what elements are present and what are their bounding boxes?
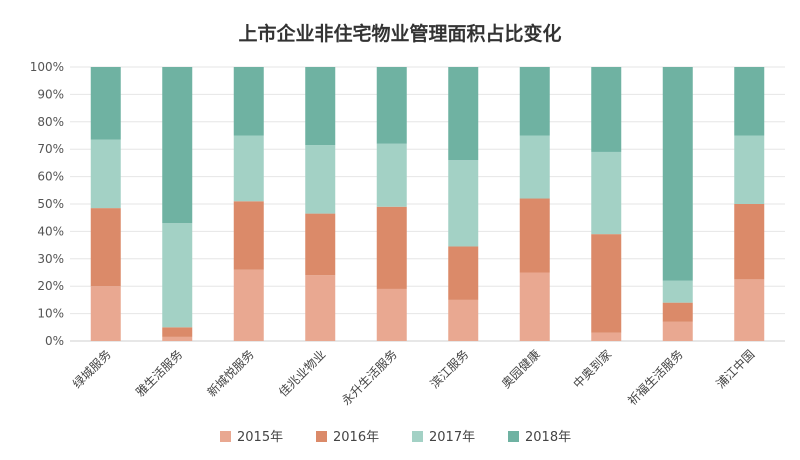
y-tick-label: 40% <box>37 224 64 238</box>
bar-segment <box>90 286 121 341</box>
bar-segment <box>233 269 264 341</box>
y-axis: 0% 10% 20% 30% 40% 50% 60% 70% 80% 90% 100% <box>30 60 64 348</box>
bar-segment <box>662 321 693 341</box>
legend-label: 2015年 <box>237 430 283 445</box>
x-tick-label: 绿城服务 <box>69 347 114 392</box>
bar-stack <box>90 67 121 341</box>
bar-segment <box>233 67 264 136</box>
y-tick-label: 70% <box>37 142 64 156</box>
bar-segment <box>519 272 550 341</box>
y-tick-label: 0% <box>45 334 64 348</box>
bar-segment <box>591 332 622 341</box>
legend-item: 2015年 <box>220 430 283 445</box>
x-tick-label: 奥园健康 <box>498 347 543 392</box>
bar-segment <box>591 67 622 152</box>
bar-segment <box>305 145 336 214</box>
y-tick-label: 20% <box>37 279 64 293</box>
bar-segment <box>233 135 264 202</box>
bar-segment <box>448 299 479 341</box>
legend-label: 2017年 <box>429 430 475 445</box>
bar-stack <box>448 67 479 341</box>
bar-segment <box>376 67 407 144</box>
x-tick-label: 佳兆业物业 <box>276 347 328 399</box>
legend-label: 2016年 <box>333 430 379 445</box>
bar-segment <box>734 279 765 341</box>
legend-item: 2017年 <box>412 430 475 445</box>
bar-segment <box>376 206 407 289</box>
bar-segment <box>448 246 479 300</box>
legend-item: 2016年 <box>316 430 379 445</box>
bar-segment <box>162 223 193 328</box>
bar-stack <box>662 67 693 341</box>
x-tick-label: 永升生活服务 <box>338 347 400 409</box>
legend-item: 2018年 <box>508 430 571 445</box>
bar-stack <box>591 67 622 341</box>
bar-stack <box>233 67 264 341</box>
bar-segment <box>734 204 765 280</box>
x-axis: 绿城服务 雅生活服务 新城悦服务 佳兆业物业 永升生活服务 滨江服务 奥园健康 中奥到家 祈福生… <box>69 347 757 409</box>
legend-swatch <box>316 431 327 442</box>
bar-segment <box>305 213 336 276</box>
y-tick-label: 90% <box>37 87 64 101</box>
x-tick-label: 中奥到家 <box>570 347 615 392</box>
bar-segment <box>90 139 121 209</box>
bar-segment <box>305 67 336 146</box>
legend: 2015年 2016年 2017年 2018年 <box>220 430 571 445</box>
bar-segment <box>519 67 550 136</box>
bar-segment <box>591 151 622 235</box>
y-tick-label: 50% <box>37 197 64 211</box>
bar-stack <box>519 67 550 341</box>
bar-segment <box>162 327 193 337</box>
y-tick-label: 60% <box>37 170 64 184</box>
bar-segment <box>90 208 121 287</box>
bars <box>90 67 765 341</box>
bar-segment <box>519 135 550 199</box>
legend-label: 2018年 <box>525 430 571 445</box>
bar-segment <box>662 280 693 303</box>
y-tick-label: 30% <box>37 252 64 266</box>
bar-segment <box>662 302 693 322</box>
legend-swatch <box>508 431 519 442</box>
bar-stack <box>162 67 193 341</box>
bar-segment <box>233 201 264 270</box>
x-tick-label: 祈福生活服务 <box>624 347 686 409</box>
bar-segment <box>448 67 479 161</box>
bar-segment <box>448 160 479 247</box>
chart-title: 上市企业非住宅物业管理面积占比变化 <box>238 22 561 45</box>
bar-segment <box>376 288 407 341</box>
y-tick-label: 10% <box>37 307 64 321</box>
bar-stack <box>734 67 765 341</box>
bar-segment <box>591 234 622 333</box>
bar-stack <box>305 67 336 341</box>
bar-segment <box>162 336 193 341</box>
bar-segment <box>305 275 336 341</box>
x-tick-label: 雅生活服务 <box>132 347 185 400</box>
x-tick-label: 滨江服务 <box>427 347 472 392</box>
bar-segment <box>90 67 121 140</box>
bar-segment <box>734 135 765 204</box>
bar-segment <box>376 143 407 207</box>
legend-swatch <box>412 431 423 442</box>
x-tick-label: 新城悦服务 <box>204 347 257 400</box>
bar-segment <box>162 67 193 224</box>
bar-segment <box>734 67 765 136</box>
y-tick-label: 80% <box>37 115 64 129</box>
y-tick-label: 100% <box>30 60 64 74</box>
bar-segment <box>662 67 693 281</box>
legend-swatch <box>220 431 231 442</box>
bar-stack <box>376 67 407 341</box>
bar-segment <box>519 198 550 273</box>
x-tick-label: 浦江中国 <box>713 347 758 392</box>
